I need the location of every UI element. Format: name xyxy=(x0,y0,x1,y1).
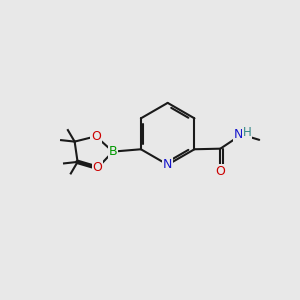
Text: O: O xyxy=(93,161,103,174)
Text: O: O xyxy=(215,165,225,178)
Text: O: O xyxy=(91,130,101,143)
Text: B: B xyxy=(109,145,117,158)
Text: N: N xyxy=(163,158,172,171)
Text: H: H xyxy=(242,126,251,139)
Text: N: N xyxy=(234,128,243,141)
